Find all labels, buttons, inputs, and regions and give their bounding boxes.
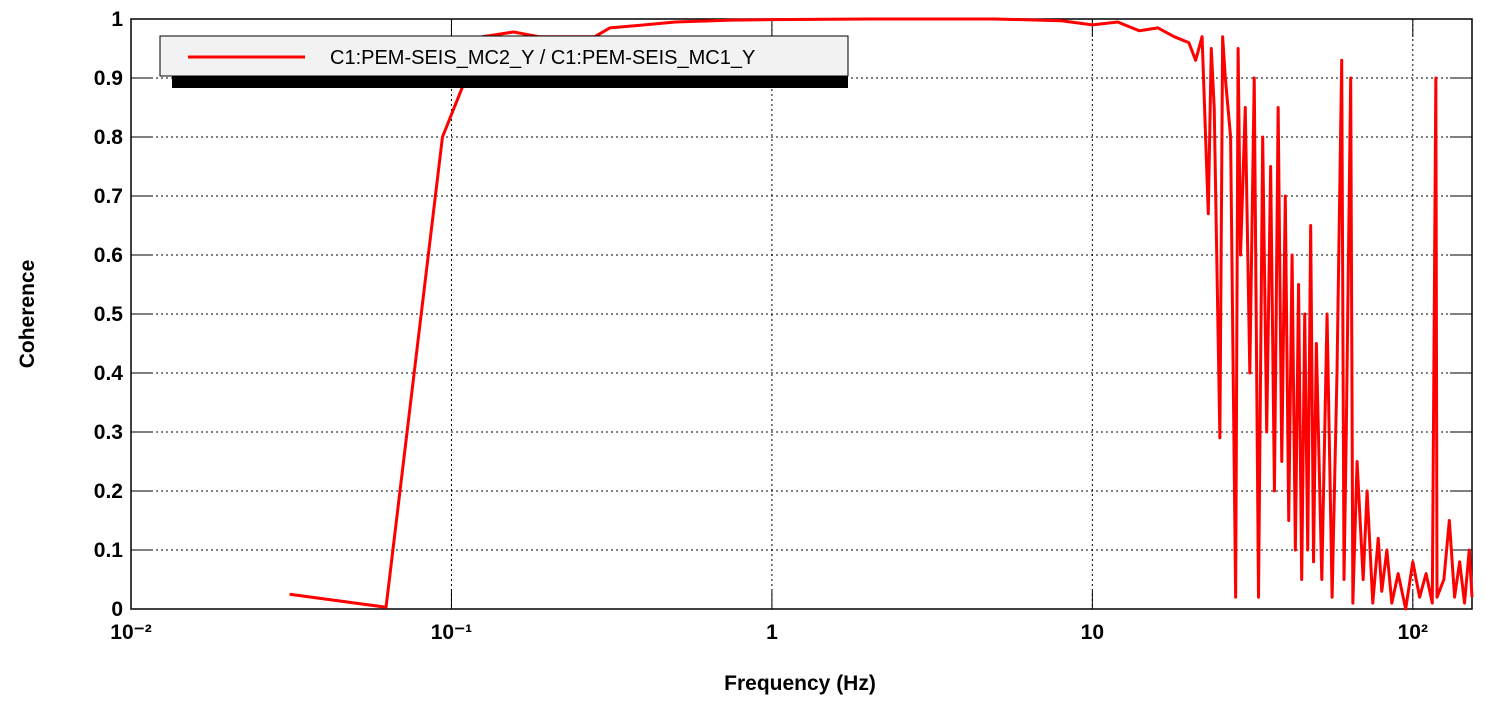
y-tick-label: 1 bbox=[111, 8, 123, 31]
y-axis-title: Coherence bbox=[16, 260, 39, 369]
y-tick-label: 0 bbox=[111, 598, 123, 621]
x-tick-label: 10 bbox=[1081, 621, 1104, 644]
y-tick-label: 0.8 bbox=[94, 126, 124, 149]
y-tick-label: 0.3 bbox=[94, 421, 123, 444]
x-tick-label: 10⁻¹ bbox=[431, 621, 472, 644]
y-tick-label: 0.5 bbox=[94, 303, 124, 326]
y-tick-label: 0.9 bbox=[94, 67, 123, 90]
x-axis-title: Frequency (Hz) bbox=[724, 672, 876, 695]
legend-label: C1:PEM-SEIS_MC2_Y / C1:PEM-SEIS_MC1_Y bbox=[330, 47, 755, 69]
y-tick-label: 0.4 bbox=[94, 362, 124, 385]
y-tick-label: 0.6 bbox=[94, 244, 123, 267]
legend: C1:PEM-SEIS_MC2_Y / C1:PEM-SEIS_MC1_Y bbox=[159, 35, 849, 88]
data-line bbox=[289, 17, 1474, 611]
x-tick-label: 1 bbox=[766, 621, 778, 644]
y-tick-label: 0.1 bbox=[94, 539, 124, 562]
y-tick-label: 0.7 bbox=[94, 185, 123, 208]
y-tick-label: 0.2 bbox=[94, 480, 123, 503]
x-tick-label: 10² bbox=[1398, 621, 1428, 644]
x-tick-label: 10⁻² bbox=[110, 621, 151, 644]
